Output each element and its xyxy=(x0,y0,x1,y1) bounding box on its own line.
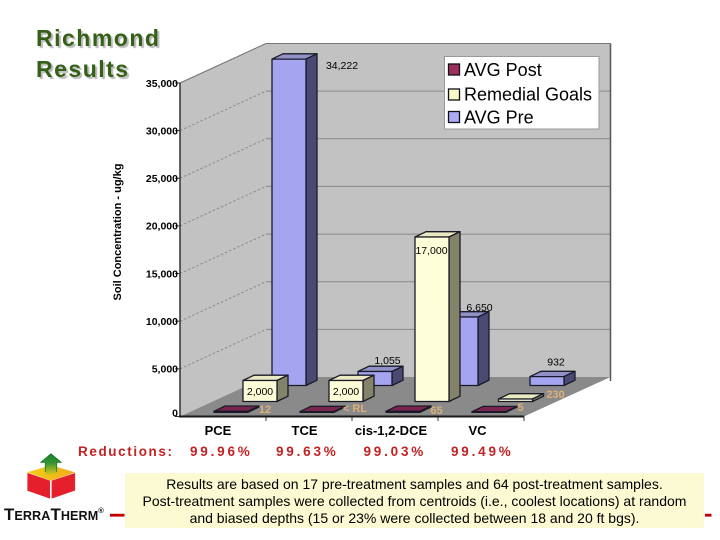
svg-text:AVG Pre: AVG Pre xyxy=(464,107,534,127)
svg-text:10,000: 10,000 xyxy=(146,316,178,328)
svg-text:17,000: 17,000 xyxy=(415,245,447,257)
svg-text:12: 12 xyxy=(259,404,271,416)
svg-text:230: 230 xyxy=(546,389,564,401)
svg-text:Soil Concentration - ug/kg: Soil Concentration - ug/kg xyxy=(112,164,124,301)
svg-text:20,000: 20,000 xyxy=(146,221,178,233)
svg-text:65: 65 xyxy=(430,405,442,417)
svg-text:PCE: PCE xyxy=(205,423,232,438)
svg-text:VC: VC xyxy=(468,423,487,438)
svg-text:1,055: 1,055 xyxy=(374,355,400,367)
svg-text:5,000: 5,000 xyxy=(152,364,178,376)
svg-text:35,000: 35,000 xyxy=(146,78,178,90)
svg-text:932: 932 xyxy=(547,357,565,369)
svg-text:15,000: 15,000 xyxy=(146,268,178,280)
svg-text:< RL: < RL xyxy=(343,403,367,415)
svg-text:2,000: 2,000 xyxy=(333,386,359,398)
svg-text:6,650: 6,650 xyxy=(466,302,492,314)
svg-text:AVG Post: AVG Post xyxy=(464,60,542,80)
svg-text:25,000: 25,000 xyxy=(146,173,178,185)
svg-text:5: 5 xyxy=(517,402,523,414)
svg-text:Remedial Goals: Remedial Goals xyxy=(464,85,592,105)
svg-text:TCE: TCE xyxy=(292,423,318,438)
svg-text:34,222: 34,222 xyxy=(326,60,358,72)
svg-text:30,000: 30,000 xyxy=(146,125,178,137)
svg-text:cis-1,2-DCE: cis-1,2-DCE xyxy=(355,423,428,438)
svg-text:0: 0 xyxy=(172,408,178,420)
svg-text:2,000: 2,000 xyxy=(247,386,273,398)
